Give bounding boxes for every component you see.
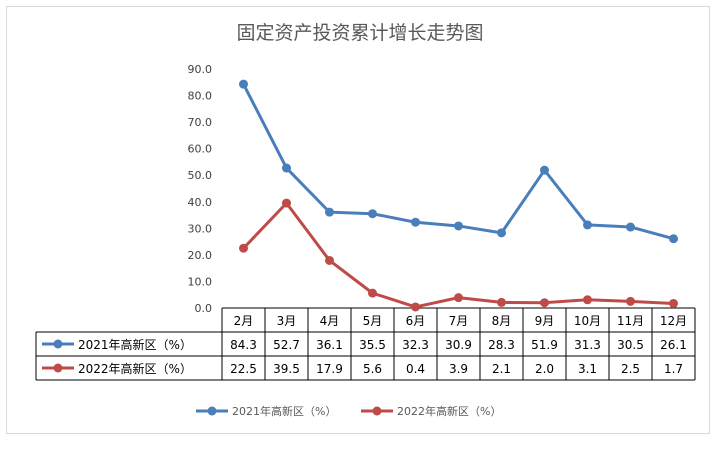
series-line	[242, 201, 675, 309]
category-label: 10月	[574, 314, 601, 328]
table-value-cell: 2.0	[535, 362, 554, 376]
legend-label: 2022年高新区（%）	[397, 404, 501, 418]
table-value-cell: 1.7	[664, 362, 683, 376]
legend: 2021年高新区（%） 2022年高新区（%）	[196, 404, 501, 418]
y-tick-label: 60.0	[188, 143, 213, 156]
table-value-cell: 0.4	[406, 362, 425, 376]
y-tick-label: 70.0	[188, 116, 213, 129]
data-point	[540, 165, 549, 175]
category-label: 12月	[660, 314, 687, 328]
data-point	[282, 163, 291, 173]
data-point	[239, 79, 248, 89]
table-value-cell: 36.1	[316, 338, 343, 352]
table-value-cell: 3.9	[449, 362, 468, 376]
table-value-cell: 2.1	[492, 362, 511, 376]
data-point	[239, 243, 248, 253]
data-point	[454, 221, 463, 231]
y-tick-label: 10.0	[188, 275, 213, 288]
legend-label: 2021年高新区（%）	[232, 404, 336, 418]
data-point	[282, 198, 291, 208]
legend-key-marker	[207, 406, 217, 416]
category-label: 3月	[277, 314, 297, 328]
data-point	[497, 297, 506, 307]
category-label: 11月	[617, 314, 644, 328]
y-tick-label: 0.0	[195, 302, 213, 315]
table-value-cell: 51.9	[531, 338, 558, 352]
y-tick-label: 80.0	[188, 90, 213, 103]
data-point	[411, 302, 420, 312]
data-point	[626, 296, 635, 306]
data-point	[583, 220, 592, 230]
table-value-cell: 39.5	[273, 362, 300, 376]
table-value-cell: 30.5	[617, 338, 644, 352]
table-value-cell: 30.9	[445, 338, 472, 352]
category-label: 9月	[535, 314, 555, 328]
table-series-name: 2022年高新区（%）	[78, 361, 192, 376]
category-label: 2月	[234, 314, 254, 328]
data-point	[497, 228, 506, 238]
y-tick-label: 20.0	[188, 249, 213, 262]
category-label: 6月	[406, 314, 426, 328]
data-point	[368, 209, 377, 219]
table-value-cell: 28.3	[488, 338, 515, 352]
table-value-cell: 32.3	[402, 338, 429, 352]
y-tick-label: 50.0	[188, 169, 213, 182]
table-value-cell: 52.7	[273, 338, 300, 352]
table-value-cell: 3.1	[578, 362, 597, 376]
data-point	[368, 288, 377, 298]
category-label: 5月	[363, 314, 383, 328]
data-point	[454, 293, 463, 303]
table-series-name: 2021年高新区（%）	[78, 337, 192, 352]
y-tick-label: 40.0	[188, 196, 213, 209]
table-legend-key-marker	[53, 363, 63, 373]
chart-title: 固定资产投资累计增长走势图	[236, 22, 483, 44]
table-value-cell: 2.5	[621, 362, 640, 376]
category-label: 4月	[320, 314, 340, 328]
y-tick-label: 90.0	[188, 63, 213, 76]
table-value-cell: 31.3	[574, 338, 601, 352]
y-axis: 0.0 10.0 20.0 30.0 40.0 50.0 60.0 70.0 80.0 90.0	[188, 63, 213, 315]
category-label: 8月	[492, 314, 512, 328]
table-value-cell: 84.3	[230, 338, 257, 352]
table-value-cell: 17.9	[316, 362, 343, 376]
category-label: 7月	[449, 314, 469, 328]
table-legend-key-marker	[53, 339, 63, 349]
data-table: 2月 3月 4月 5月 6月 7月 8月 9月 10月 11月 12月 2021年高新区（%） 84.3…	[35, 307, 696, 381]
data-point	[325, 207, 334, 217]
table-value-cell: 5.6	[363, 362, 382, 376]
data-point	[411, 217, 420, 227]
data-point	[626, 222, 635, 232]
series-line	[242, 82, 675, 241]
data-point	[583, 295, 592, 305]
data-point	[669, 234, 678, 244]
y-tick-label: 30.0	[188, 222, 213, 235]
chart-frame	[6, 6, 710, 434]
table-value-cell: 26.1	[660, 338, 687, 352]
table-value-cell: 35.5	[359, 338, 386, 352]
data-point	[325, 255, 334, 265]
data-point	[540, 298, 549, 308]
table-value-cell: 22.5	[230, 362, 257, 376]
plot-lines	[239, 79, 678, 312]
data-point	[669, 298, 678, 308]
legend-key-marker	[372, 406, 382, 416]
